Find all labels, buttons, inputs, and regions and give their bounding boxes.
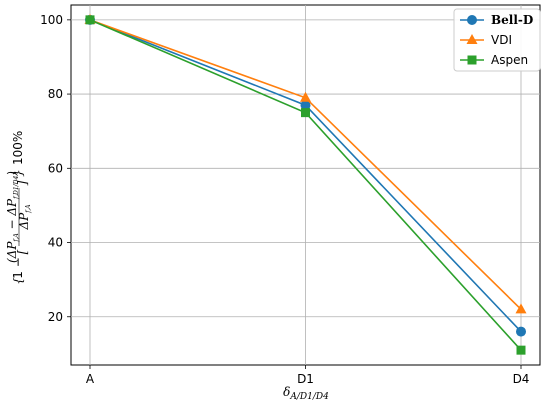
legend-item-aspen: Aspen xyxy=(460,53,528,67)
legend-swatch-marker xyxy=(467,15,477,25)
legend-item-vdi: VDI xyxy=(460,33,512,47)
x-axis-label: δA/D1/D4 xyxy=(283,385,329,402)
y-tick-label: 80 xyxy=(48,87,63,101)
legend-swatch-marker xyxy=(466,34,478,44)
legend: Bell-D VDI Aspen xyxy=(453,8,541,72)
svg-text:{: { xyxy=(11,277,25,285)
data-point-marker xyxy=(300,100,311,111)
svg-text:}: } xyxy=(11,169,25,177)
y-tick-label: 20 xyxy=(48,310,63,324)
data-point-marker xyxy=(516,345,526,355)
legend-label: VDI xyxy=(491,33,512,47)
x-tick-label: D4 xyxy=(513,372,530,386)
data-point-marker xyxy=(300,91,311,102)
data-point-marker xyxy=(516,326,526,337)
legend-swatch-marker xyxy=(467,55,477,65)
grid-layer xyxy=(71,5,540,365)
tick-layer: A D1 D4 20 40 60 80 100 xyxy=(40,13,529,386)
y-tick-label: 40 xyxy=(48,236,63,250)
x-tick-label: D1 xyxy=(297,372,314,386)
svg-text:δA/D1/D4: δA/D1/D4 xyxy=(283,385,329,402)
legend-label: Aspen xyxy=(491,53,528,67)
y-tick-label: 60 xyxy=(48,161,63,175)
series-aspen xyxy=(85,15,526,355)
y-axis-label: { 1 − [ (ΔPf,A − ΔPf,D1/D4) ΔPf,A ] } 10… xyxy=(5,131,32,285)
svg-text:]: ] xyxy=(15,180,29,186)
data-point-marker xyxy=(301,108,310,118)
legend-label: Bell-D xyxy=(491,13,533,27)
svg-text:1 −: 1 − xyxy=(11,257,25,279)
data-point-marker xyxy=(85,15,95,25)
series-layer xyxy=(84,13,527,355)
legend-item-bell-d: Bell-D xyxy=(460,13,533,27)
svg-text:[: [ xyxy=(15,249,29,254)
data-point-marker xyxy=(515,303,527,314)
svg-text:100%: 100% xyxy=(11,131,25,165)
y-tick-label: 100 xyxy=(40,13,63,27)
x-tick-label: A xyxy=(86,372,95,386)
